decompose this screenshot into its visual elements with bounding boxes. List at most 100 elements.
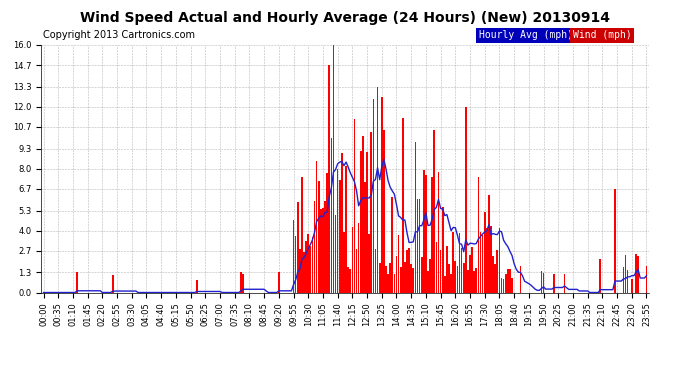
Bar [622, 267, 624, 292]
Bar [507, 269, 509, 292]
Bar [278, 272, 279, 292]
Bar [303, 252, 305, 292]
Bar [614, 189, 615, 292]
Bar [240, 272, 241, 292]
Bar [408, 248, 410, 292]
Bar [77, 272, 78, 292]
Bar [387, 274, 389, 292]
Bar [295, 236, 297, 292]
Bar [339, 180, 341, 292]
Bar [314, 201, 315, 292]
Bar [486, 228, 488, 292]
Bar [646, 266, 647, 292]
Bar [488, 195, 490, 292]
Bar [333, 45, 334, 292]
Bar [383, 130, 385, 292]
Bar [316, 162, 317, 292]
Bar [324, 201, 326, 292]
Bar [425, 175, 426, 292]
Bar [448, 264, 450, 292]
Bar [371, 132, 372, 292]
Bar [411, 264, 412, 292]
Bar [429, 259, 431, 292]
Bar [400, 267, 402, 292]
Bar [419, 199, 420, 292]
Bar [373, 99, 374, 292]
Bar [351, 227, 353, 292]
Bar [297, 202, 299, 292]
Bar [627, 270, 629, 292]
Bar [494, 264, 496, 292]
Bar [473, 271, 475, 292]
Bar [453, 232, 454, 292]
Bar [293, 219, 295, 292]
Bar [638, 255, 639, 292]
Bar [484, 212, 486, 292]
Bar [356, 249, 357, 292]
Bar [415, 142, 416, 292]
Bar [540, 271, 542, 292]
Bar [477, 177, 480, 292]
Bar [242, 274, 244, 292]
Bar [112, 275, 114, 292]
Bar [471, 248, 473, 292]
Bar [301, 177, 303, 292]
Bar [463, 263, 464, 292]
Bar [368, 234, 370, 292]
Bar [312, 237, 313, 292]
Bar [475, 268, 477, 292]
Bar [455, 261, 456, 292]
Bar [457, 266, 458, 292]
Bar [305, 241, 307, 292]
Bar [543, 273, 544, 292]
Bar [490, 226, 492, 292]
Bar [393, 274, 395, 292]
Bar [505, 274, 506, 292]
Bar [406, 250, 408, 292]
Bar [467, 270, 469, 292]
Bar [433, 130, 435, 292]
Bar [553, 274, 555, 292]
Bar [461, 248, 462, 292]
Bar [358, 224, 359, 292]
Bar [196, 280, 198, 292]
Bar [310, 246, 311, 292]
Bar [375, 249, 376, 292]
Bar [385, 267, 387, 292]
Bar [421, 257, 422, 292]
Bar [377, 87, 378, 292]
Bar [631, 279, 633, 292]
Bar [435, 242, 437, 292]
Bar [499, 228, 500, 292]
Bar [389, 262, 391, 292]
Bar [417, 199, 418, 292]
Bar [318, 181, 319, 292]
Bar [492, 256, 494, 292]
Bar [444, 276, 446, 292]
Text: Copyright 2013 Cartronics.com: Copyright 2013 Cartronics.com [43, 30, 195, 40]
Bar [402, 118, 404, 292]
Bar [413, 268, 414, 292]
Bar [397, 236, 400, 292]
Bar [326, 173, 328, 292]
Bar [497, 251, 498, 292]
Bar [520, 266, 521, 292]
Bar [437, 172, 440, 292]
Bar [381, 98, 383, 292]
Bar [431, 177, 433, 292]
Bar [440, 250, 442, 292]
Bar [337, 169, 339, 292]
Bar [347, 267, 349, 292]
Bar [482, 235, 484, 292]
Bar [353, 120, 355, 292]
Bar [395, 256, 397, 292]
Bar [423, 170, 424, 292]
Bar [427, 271, 428, 292]
Bar [564, 274, 565, 292]
Bar [364, 183, 366, 292]
Bar [362, 136, 364, 292]
Bar [349, 269, 351, 292]
Bar [501, 278, 502, 292]
Bar [511, 278, 513, 292]
Bar [442, 207, 444, 292]
